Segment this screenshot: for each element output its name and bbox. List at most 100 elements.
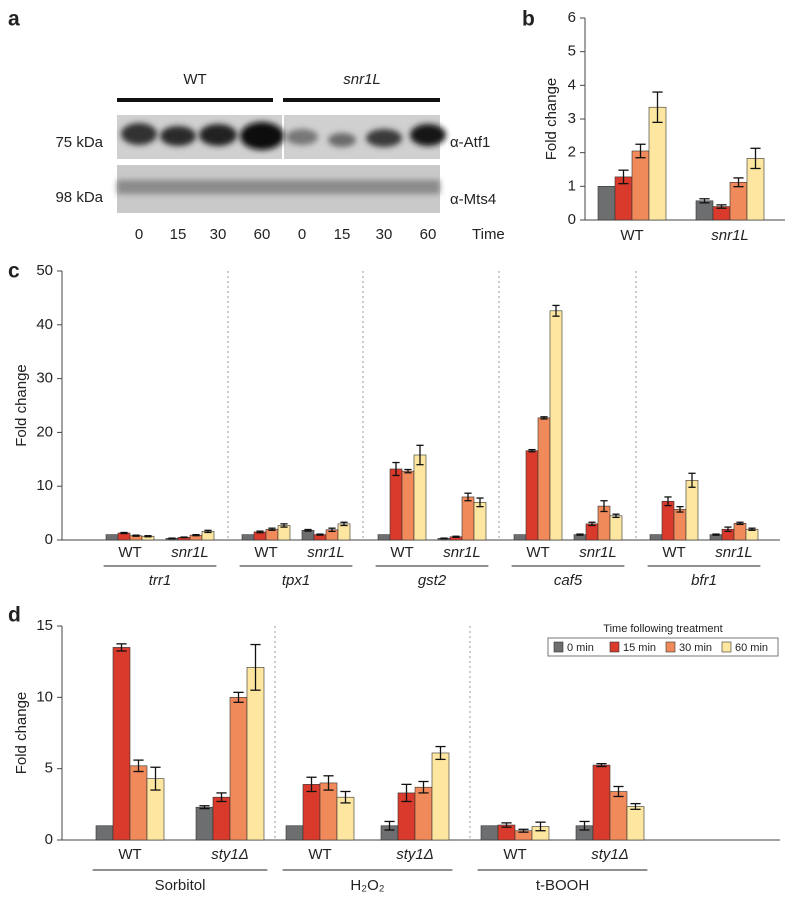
error-bar	[600, 500, 608, 513]
error-bar	[664, 496, 672, 507]
x-tick-label: snr1L	[579, 544, 617, 561]
error-bar	[540, 416, 548, 420]
error-bar	[612, 513, 620, 519]
legend-label: 0 min	[567, 642, 594, 654]
bar	[461, 496, 475, 541]
error-bar	[596, 763, 607, 768]
error-bar	[676, 505, 684, 513]
lanes-title: Time	[472, 226, 505, 243]
error-bar	[452, 535, 460, 538]
error-bar	[120, 531, 128, 535]
legend-swatch	[721, 641, 732, 653]
x-tick-label: WT	[308, 846, 331, 863]
error-bar	[535, 821, 546, 832]
lane-label: 30	[210, 226, 227, 243]
error-bar	[733, 177, 744, 188]
bar	[631, 150, 650, 221]
error-bar	[579, 820, 590, 831]
bar	[585, 523, 599, 541]
bar	[648, 106, 667, 221]
blot-strip	[117, 115, 446, 159]
bar	[401, 470, 415, 541]
y-tick-label: 4	[568, 76, 576, 93]
error-bar	[404, 468, 412, 474]
bar	[695, 200, 714, 221]
error-bar	[316, 533, 324, 536]
bar	[473, 502, 487, 541]
y-tick-label: 20	[36, 423, 53, 440]
group-label: tpx1	[282, 572, 310, 589]
lane-label: 15	[334, 226, 351, 243]
error-bar	[635, 143, 646, 159]
x-tick-label: WT	[118, 544, 141, 561]
bar	[661, 500, 675, 541]
panel-label: c	[8, 260, 20, 283]
error-bar	[588, 521, 596, 527]
lane-label: 0	[135, 226, 143, 243]
error-bar	[168, 537, 176, 540]
lane-label: 15	[170, 226, 187, 243]
group-label: t-BOOH	[536, 877, 589, 894]
bar	[246, 667, 265, 841]
error-bar	[340, 521, 348, 527]
error-bar	[528, 448, 536, 453]
blot-group: snr1L	[343, 71, 381, 88]
bar	[336, 796, 355, 841]
bar	[389, 468, 403, 541]
error-bar	[518, 828, 529, 833]
x-tick-label: sty1Δ	[396, 846, 434, 863]
error-bar	[192, 533, 200, 537]
lane-label: 0	[298, 226, 306, 243]
blot-strip	[117, 165, 440, 213]
error-bar	[256, 530, 264, 534]
antibody: α-Atf1	[450, 134, 490, 151]
bar	[609, 791, 628, 841]
panel-label: b	[522, 8, 535, 31]
bar	[513, 534, 527, 541]
y-tick-label: 2	[568, 144, 576, 161]
band-size: 75 kDa	[55, 134, 103, 151]
error-bar	[435, 745, 446, 761]
legend-swatch	[665, 641, 676, 653]
x-tick-label: sty1Δ	[591, 846, 629, 863]
group-label: bfr1	[691, 572, 717, 589]
bar	[112, 647, 131, 841]
bar	[480, 825, 499, 841]
x-tick-label: snr1L	[307, 544, 345, 561]
group-label: H₂O₂	[350, 877, 384, 894]
group-label: trr1	[149, 572, 172, 589]
blot-group: WT	[183, 71, 206, 88]
error-bar	[233, 691, 244, 703]
y-tick-label: 5	[568, 43, 576, 60]
x-tick-label: WT	[254, 544, 277, 561]
bar	[592, 764, 611, 841]
bar	[431, 752, 450, 841]
bar	[319, 782, 338, 841]
x-tick-label: snr1L	[171, 544, 209, 561]
bar	[525, 450, 539, 541]
error-bar	[576, 533, 584, 536]
bar	[549, 310, 563, 541]
error-bar	[384, 820, 395, 831]
legend-swatch	[553, 641, 564, 653]
y-tick-label: 0	[45, 531, 53, 548]
error-bar	[280, 523, 288, 528]
bar	[685, 479, 699, 541]
bar	[537, 417, 551, 541]
error-bar	[340, 790, 351, 804]
y-tick-label: 15	[36, 617, 53, 634]
bar	[609, 515, 623, 541]
y-tick-label: 50	[36, 262, 53, 279]
lane-label: 30	[376, 226, 393, 243]
bar	[649, 534, 663, 541]
error-bar	[476, 497, 484, 508]
error-bar	[323, 775, 334, 791]
panel-label: a	[8, 8, 20, 31]
lane-label: 60	[254, 226, 271, 243]
error-bar	[652, 91, 663, 124]
x-tick-label: snr1L	[443, 544, 481, 561]
bar	[377, 534, 391, 541]
error-bar	[464, 492, 472, 502]
legend-label: 15 min	[623, 642, 656, 654]
